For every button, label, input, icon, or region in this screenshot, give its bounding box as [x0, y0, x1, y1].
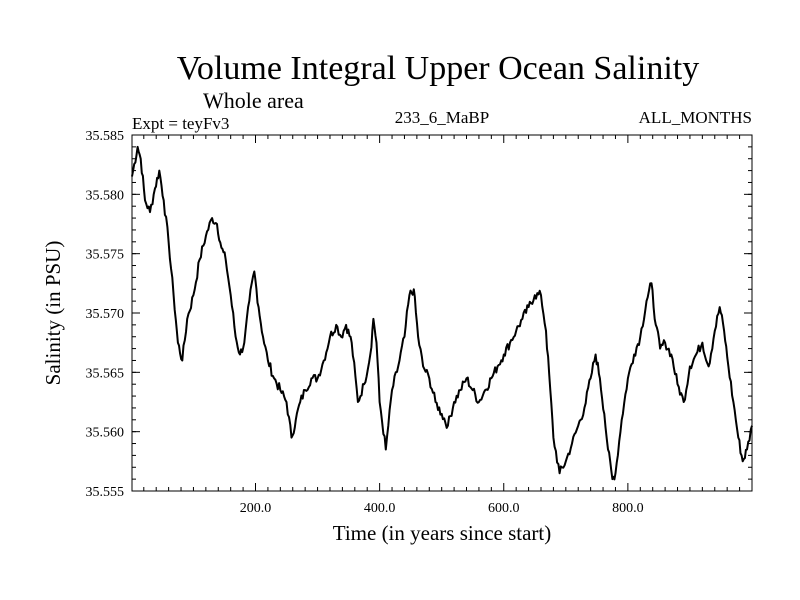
- y-tick-label: 35.570: [86, 307, 125, 322]
- y-axis-label: Salinity (in PSU): [41, 241, 65, 386]
- chart-title: Volume Integral Upper Ocean Salinity: [177, 50, 699, 87]
- y-tick-label: 35.575: [86, 248, 125, 263]
- y-axis: 35.555 35.560 35.565 35.570 35.575 35.580 35.5…: [86, 129, 752, 500]
- x-axis: 200.0 400.0 600.0 800.0: [143, 135, 741, 516]
- y-tick-label: 35.585: [86, 129, 125, 144]
- salinity-series-line: [131, 145, 753, 481]
- y-tick-label: 35.565: [86, 366, 125, 381]
- x-tick-label: 600.0: [488, 501, 520, 516]
- plot-frame: [131, 134, 753, 492]
- y-tick-label: 35.555: [86, 485, 125, 500]
- x-tick-label: 800.0: [612, 501, 644, 516]
- y-tick-label: 35.580: [86, 188, 125, 203]
- x-tick-label: 400.0: [364, 501, 396, 516]
- experiment-label: Expt = teyFv3: [132, 114, 229, 133]
- x-axis-label: Time (in years since start): [333, 521, 552, 545]
- chart-subtitle: Whole area: [203, 88, 304, 113]
- y-tick-label: 35.560: [86, 426, 125, 441]
- period-label: 233_6_MaBP: [395, 108, 489, 127]
- x-tick-label: 200.0: [240, 501, 272, 516]
- months-label: ALL_MONTHS: [639, 108, 752, 127]
